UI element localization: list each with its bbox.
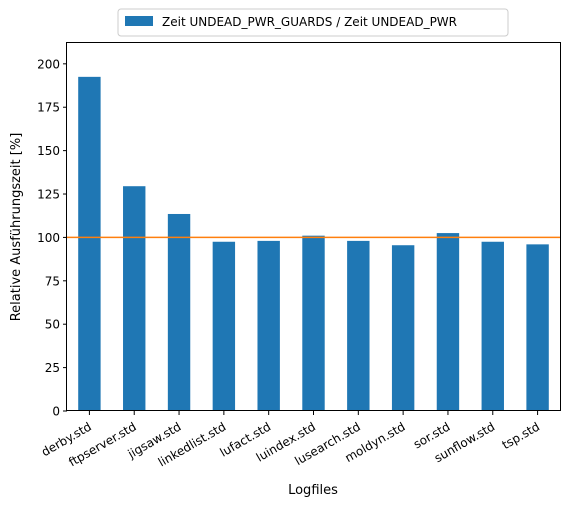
- x-axis-label: Logfiles: [288, 483, 338, 498]
- y-tick-label: 50: [45, 318, 60, 332]
- x-axis-ticks: derby.stdftpserver.stdjigsaw.stdlinkedli…: [39, 411, 542, 470]
- legend-swatch: [125, 16, 153, 26]
- y-tick-label: 100: [37, 231, 60, 245]
- bar-derby.std: [78, 76, 101, 411]
- bar-sor.std: [436, 233, 460, 411]
- bars: [78, 76, 549, 411]
- x-tick-label: tsp.std: [500, 419, 542, 452]
- legend-frame: [117, 8, 509, 37]
- bar-luindex.std: [302, 235, 325, 411]
- bar-moldyn.std: [391, 245, 415, 411]
- plot-frame: [66, 42, 561, 411]
- y-tick-label: 175: [37, 101, 60, 115]
- bar-tsp.std: [526, 244, 549, 411]
- bar-sunflow.std: [481, 241, 504, 411]
- bar-jigsaw.std: [167, 213, 191, 411]
- y-tick-label: 75: [45, 274, 60, 288]
- y-axis-ticks: 0 25 50 75 100 125 150 175 200: [37, 57, 67, 419]
- y-tick-label: 25: [45, 361, 60, 375]
- bar-lusearch.std: [347, 240, 370, 411]
- y-tick-label: 0: [52, 405, 60, 419]
- bar-lufact.std: [257, 240, 280, 411]
- bar-ftpserver.std: [123, 186, 146, 411]
- bar-linkedlist.std: [212, 241, 236, 411]
- y-tick-label: 150: [37, 144, 60, 158]
- legend: Zeit UNDEAD_PWR_GUARDS / Zeit UNDEAD_PWR: [117, 8, 509, 37]
- y-tick-label: 200: [37, 57, 60, 71]
- y-tick-label: 125: [37, 188, 60, 202]
- y-axis-label: Relative Ausführungszeit [%]: [9, 133, 24, 322]
- legend-label: Zeit UNDEAD_PWR_GUARDS / Zeit UNDEAD_PWR: [162, 15, 457, 29]
